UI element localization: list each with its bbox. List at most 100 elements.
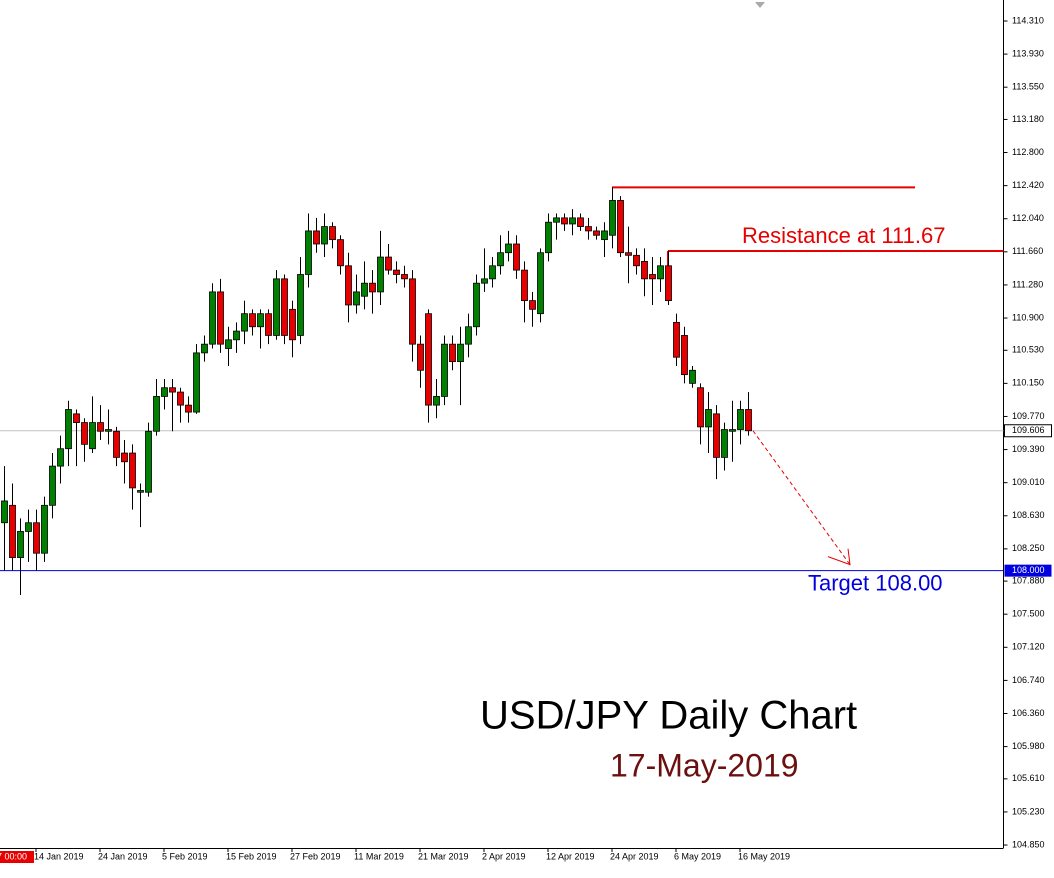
y-tick-label: 111.660	[1012, 246, 1043, 256]
chart-title: USD/JPY Daily Chart	[480, 694, 857, 738]
last-price-label: 109.606	[1012, 425, 1045, 435]
candle-body	[321, 226, 328, 245]
candle-body	[49, 465, 56, 506]
candle-body	[297, 274, 304, 336]
candle-body	[209, 291, 216, 345]
x-tick-label: 11 Mar 2019	[354, 851, 404, 861]
candle-body	[153, 396, 160, 432]
x-tick-label: 27 Feb 2019	[290, 851, 341, 861]
candle-body	[145, 430, 152, 493]
y-tick-label: 110.900	[1012, 312, 1044, 322]
candle-body	[737, 409, 744, 430]
candle-body	[201, 343, 208, 354]
candle-body	[273, 278, 280, 336]
candle-body	[217, 291, 224, 345]
candle-body	[369, 282, 376, 293]
y-tick-label: 113.930	[1012, 48, 1044, 58]
x-tick-label: 24 Apr 2019	[610, 851, 659, 861]
last-price-box	[1004, 424, 1052, 438]
candle-body	[673, 321, 680, 358]
candle-body	[265, 313, 272, 336]
candle-body	[1, 500, 8, 524]
candle-body	[345, 265, 352, 306]
y-tick-label: 108.250	[1012, 543, 1045, 553]
candle-body	[17, 531, 24, 558]
candle-body	[249, 313, 256, 328]
candle-body	[401, 274, 408, 280]
x-tick-label: 2 Apr 2019	[482, 851, 526, 861]
cursor-label-bg	[0, 851, 34, 863]
candle-body	[681, 335, 688, 376]
candle-body	[57, 448, 64, 467]
candle-body	[129, 452, 136, 489]
candle-body	[713, 413, 720, 458]
candle-body	[745, 409, 752, 432]
candle-body	[729, 429, 736, 432]
candle-body	[457, 343, 464, 362]
candle-body	[225, 339, 232, 349]
candle-body	[537, 252, 544, 315]
candle-body	[553, 217, 560, 223]
x-tick-label: 14 Jan 2019	[34, 851, 84, 861]
candle-body	[425, 313, 432, 406]
cursor-label: 7 00:00	[0, 851, 27, 861]
y-tick-label: 108.630	[1012, 510, 1045, 520]
y-tick-label: 105.610	[1012, 773, 1045, 783]
candle-body	[81, 422, 88, 445]
candle-body	[569, 217, 576, 225]
x-tick-label: 24 Jan 2019	[98, 851, 148, 861]
candle-body	[465, 326, 472, 345]
candle-body	[177, 391, 184, 406]
x-tick-label: 6 May 2019	[674, 851, 721, 861]
candle-body	[617, 200, 624, 254]
candle-body	[97, 422, 104, 432]
candle-body	[233, 330, 240, 341]
candle-body	[121, 452, 128, 463]
resistance-annotation: Resistance at 111.67	[742, 223, 945, 248]
y-tick-label: 109.010	[1012, 477, 1045, 487]
candle-body	[41, 504, 48, 554]
candle-body	[185, 404, 192, 413]
candle-body	[649, 274, 656, 280]
y-tick-label: 113.180	[1012, 114, 1044, 124]
y-tick-label: 114.310	[1012, 15, 1044, 25]
candle-body	[393, 269, 400, 275]
candle-body	[489, 265, 496, 280]
candle-body	[641, 261, 648, 280]
candle-body	[193, 352, 200, 413]
y-tick-label: 106.740	[1012, 675, 1045, 685]
candle-body	[417, 343, 424, 371]
target-box	[1004, 564, 1052, 577]
candle-body	[441, 343, 448, 397]
x-tick-label: 21 Mar 2019	[418, 851, 469, 861]
x-tick-label: 12 Apr 2019	[546, 851, 595, 861]
y-tick-label: 107.120	[1012, 642, 1045, 652]
candle-body	[377, 256, 384, 293]
candle-body	[9, 504, 16, 558]
x-tick-label: 16 May 2019	[738, 851, 790, 861]
projection-arrowhead	[827, 548, 851, 566]
candle-body	[337, 239, 344, 267]
y-tick-label: 107.500	[1012, 609, 1045, 619]
candle-body	[433, 396, 440, 406]
candle-body	[385, 256, 392, 271]
candle-body	[473, 282, 480, 328]
y-tick-label: 113.550	[1012, 82, 1044, 92]
candle-body	[449, 343, 456, 362]
y-tick-label: 105.230	[1012, 806, 1045, 816]
candle-body	[665, 265, 672, 302]
candle-body	[113, 430, 120, 458]
y-tick-label: 105.980	[1012, 741, 1045, 751]
candle-body	[161, 387, 168, 397]
y-tick-label: 109.390	[1012, 444, 1045, 454]
candle-body	[289, 308, 296, 341]
x-tick-label: 15 Feb 2019	[226, 851, 277, 861]
y-tick-label: 110.530	[1012, 345, 1044, 355]
candle-body	[545, 221, 552, 254]
candle-body	[137, 490, 144, 493]
candle-body	[721, 429, 728, 458]
candle-body	[409, 278, 416, 345]
